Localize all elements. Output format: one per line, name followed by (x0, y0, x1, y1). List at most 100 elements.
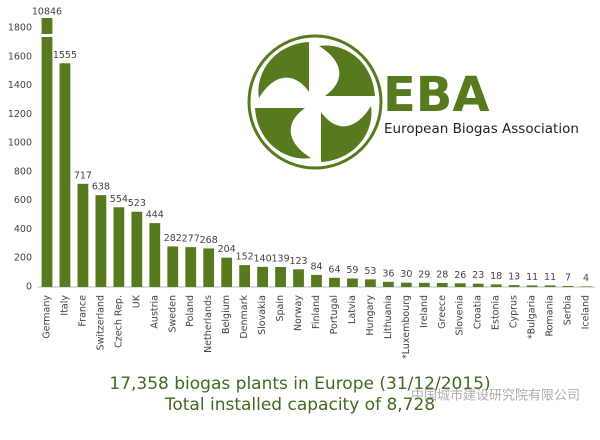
value-label: 11 (544, 272, 556, 283)
value-label: 10846 (32, 7, 62, 18)
x-tick-label: Cyprus (509, 295, 520, 328)
bar (149, 223, 161, 287)
y-tick-label: 600 (14, 195, 32, 206)
value-label: 638 (92, 182, 110, 193)
x-tick-label: Netherlands (203, 295, 214, 353)
x-tick-label: Czech Rep. (113, 295, 124, 348)
x-tick-label: Switzerland (95, 295, 106, 350)
bar (311, 274, 322, 287)
value-label: 30 (400, 269, 412, 280)
bar (293, 269, 304, 287)
value-label: 152 (236, 252, 254, 263)
bar (131, 211, 143, 287)
bar (221, 257, 233, 287)
value-label: 123 (289, 256, 307, 267)
bar (41, 18, 53, 287)
bar (203, 248, 215, 287)
value-label: 59 (346, 265, 358, 276)
bar (382, 281, 394, 287)
bar (472, 283, 484, 287)
x-tick-label: Norway (293, 295, 304, 331)
value-label: 268 (200, 235, 218, 246)
x-tick-label: Lithuania (383, 295, 394, 339)
y-tick-label: 1000 (8, 138, 32, 149)
x-tick-label: Serbia (563, 295, 574, 325)
y-tick-label: 1200 (8, 109, 32, 120)
y-tick-label: 0 (26, 282, 32, 293)
bar (365, 279, 376, 287)
x-tick-label: Portugal (329, 295, 340, 334)
bar (59, 63, 71, 287)
x-tick-label: Hungary (365, 295, 376, 336)
axis-break (39, 34, 55, 37)
value-label: 139 (271, 253, 289, 264)
footer-line: 17,358 biogas plants in Europe (31/12/20… (109, 374, 490, 394)
x-tick-label: Poland (185, 295, 196, 327)
y-tick-label: 800 (14, 166, 32, 177)
value-label: 554 (110, 194, 128, 205)
bar (508, 285, 520, 287)
y-tick-label: 400 (14, 224, 32, 235)
value-label: 84 (310, 261, 322, 272)
footer-line: Total installed capacity of 8,728 (164, 395, 435, 415)
value-label: 277 (182, 234, 200, 245)
x-tick-label: Denmark (239, 295, 250, 339)
bar (185, 247, 197, 287)
value-label: 53 (364, 266, 376, 277)
x-tick-label: *Luxembourg (401, 295, 412, 359)
value-label: 4 (583, 273, 589, 284)
bar (490, 284, 502, 287)
x-tick-label: Slovenia (455, 295, 466, 335)
value-label: 7 (565, 272, 571, 283)
bar (257, 266, 268, 287)
bar (329, 277, 340, 287)
x-tick-label: Slovakia (257, 295, 268, 335)
y-tick-label: 1600 (8, 51, 32, 62)
value-label: 140 (254, 253, 272, 264)
x-tick-label: France (77, 295, 88, 327)
logo-subtitle: European Biogas Association (384, 121, 579, 137)
logo (247, 34, 383, 170)
value-label: 28 (436, 269, 448, 280)
value-label: 11 (526, 272, 538, 283)
value-label: 18 (490, 271, 502, 282)
bar (580, 286, 592, 287)
value-label: 444 (146, 210, 164, 221)
x-tick-label: Romania (545, 295, 556, 337)
x-tick-label: *Bulgaria (527, 295, 538, 339)
y-tick-label: 1800 (8, 23, 32, 34)
x-tick-label: Latvia (347, 295, 358, 324)
logo-title: EBA (383, 67, 490, 123)
bar (95, 195, 107, 287)
value-label: 26 (454, 270, 466, 281)
x-tick-label: UK (131, 294, 142, 308)
value-label: 29 (418, 269, 430, 280)
bar (544, 285, 556, 287)
bar (418, 282, 430, 287)
watermark: 中国城市建设研究院有限公司 (411, 388, 580, 404)
bar (347, 278, 358, 287)
value-label: 717 (74, 170, 92, 181)
value-label: 23 (472, 270, 484, 281)
value-label: 13 (508, 272, 520, 283)
value-label: 36 (382, 268, 394, 279)
bar (454, 283, 466, 287)
bar (275, 266, 286, 287)
x-tick-label: Italy (59, 295, 70, 316)
value-label: 204 (218, 244, 236, 255)
bar (239, 265, 251, 287)
value-label: 282 (164, 233, 182, 244)
x-tick-label: Greece (437, 295, 448, 329)
x-tick-label: Croatia (473, 295, 484, 329)
x-tick-label: Sweden (167, 295, 178, 333)
x-tick-label: Ireland (419, 295, 430, 328)
bar (167, 246, 179, 287)
y-tick-label: 1400 (8, 80, 32, 91)
x-tick-label: Austria (149, 295, 160, 329)
bar (526, 285, 538, 287)
bar (77, 183, 89, 287)
value-label: 1555 (53, 50, 77, 61)
bar (113, 207, 125, 287)
value-label: 64 (328, 264, 340, 275)
